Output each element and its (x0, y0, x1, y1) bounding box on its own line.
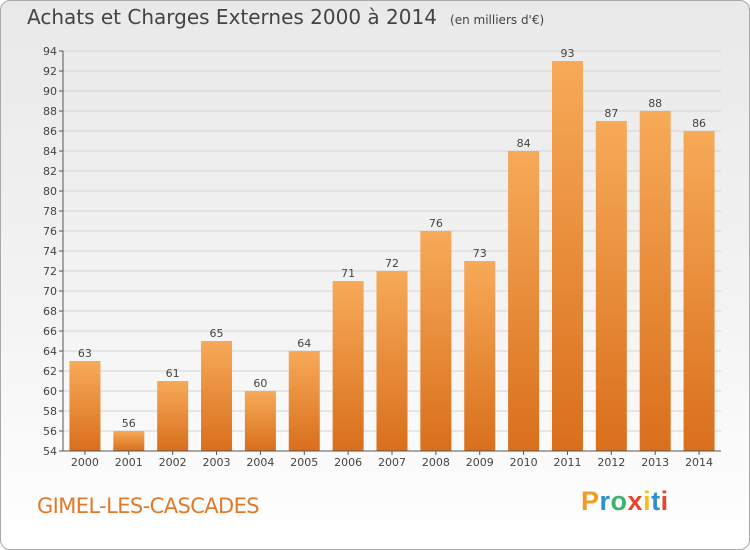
y-tick-label: 68 (43, 305, 57, 318)
logo-letter: i (643, 486, 652, 516)
chart-title-unit: (en milliers d'€) (450, 13, 545, 27)
y-tick-label: 58 (43, 405, 57, 418)
bar (551, 61, 583, 451)
x-tick-label: 2011 (553, 456, 581, 469)
y-tick-label: 92 (43, 65, 57, 78)
logo-letter: r (599, 486, 611, 516)
bar-value-label: 60 (253, 377, 267, 390)
bar-value-label: 84 (517, 137, 531, 150)
bar-value-label: 56 (122, 417, 136, 430)
bar-value-label: 86 (692, 117, 706, 130)
bar (288, 351, 320, 451)
x-tick-label: 2000 (71, 456, 99, 469)
y-tick-label: 80 (43, 185, 57, 198)
bar (244, 391, 276, 451)
x-tick-label: 2002 (159, 456, 187, 469)
bar-value-label: 87 (604, 107, 618, 120)
y-tick-label: 54 (43, 445, 57, 458)
y-tick-label: 72 (43, 265, 57, 278)
y-tick-label: 74 (43, 245, 57, 258)
x-tick-label: 2013 (641, 456, 669, 469)
bar (639, 111, 671, 451)
y-tick-label: 66 (43, 325, 57, 338)
y-tick-label: 70 (43, 285, 57, 298)
bar (113, 431, 145, 451)
x-tick-label: 2012 (597, 456, 625, 469)
bar (683, 131, 715, 451)
bar-value-label: 93 (560, 47, 574, 60)
x-tick-label: 2007 (378, 456, 406, 469)
bar-value-label: 73 (473, 247, 487, 260)
y-tick-label: 64 (43, 345, 57, 358)
chart-title: Achats et Charges Externes 2000 à 2014 (… (27, 5, 544, 29)
y-tick-label: 76 (43, 225, 57, 238)
y-tick-label: 56 (43, 425, 57, 438)
bar-value-label: 88 (648, 97, 662, 110)
y-tick-label: 78 (43, 205, 57, 218)
logo-letter: o (610, 486, 628, 516)
x-tick-label: 2005 (290, 456, 318, 469)
bar (69, 361, 101, 451)
bar (332, 281, 364, 451)
logo-letter: x (627, 486, 644, 516)
bar-value-label: 63 (78, 347, 92, 360)
x-tick-label: 2003 (203, 456, 231, 469)
bars: 63 56 61 65 60 64 71 72 76 73 84 93 87 88 86 (69, 47, 715, 451)
axes: 54 56 58 60 62 64 66 68 70 72 74 76 78 80 82 84 86 88 90 92… (43, 45, 721, 469)
x-tick-label: 2014 (685, 456, 713, 469)
y-tick-label: 86 (43, 125, 57, 138)
bar (201, 341, 233, 451)
bar-value-label: 65 (210, 327, 224, 340)
logo-letter: i (660, 486, 669, 516)
commune-name: GIMEL-LES-CASCADES (37, 494, 260, 518)
bar (595, 121, 627, 451)
bar (376, 271, 408, 451)
bar-value-label: 72 (385, 257, 399, 270)
bar (464, 261, 496, 451)
bar-value-label: 71 (341, 267, 355, 280)
y-tick-label: 60 (43, 385, 57, 398)
x-tick-label: 2009 (466, 456, 494, 469)
y-tick-label: 82 (43, 165, 57, 178)
y-tick-label: 84 (43, 145, 57, 158)
bar (157, 381, 189, 451)
proxiti-logo: Proxiti (581, 486, 669, 517)
y-tick-label: 88 (43, 105, 57, 118)
y-tick-label: 90 (43, 85, 57, 98)
x-tick-label: 2006 (334, 456, 362, 469)
logo-letter: P (581, 486, 600, 516)
bar-value-label: 61 (166, 367, 180, 380)
bar-value-label: 64 (297, 337, 311, 350)
x-tick-label: 2010 (510, 456, 538, 469)
x-tick-label: 2001 (115, 456, 143, 469)
x-tick-label: 2008 (422, 456, 450, 469)
bar (508, 151, 540, 451)
bar-value-label: 76 (429, 217, 443, 230)
y-tick-label: 62 (43, 365, 57, 378)
x-tick-label: 2004 (246, 456, 274, 469)
logo-letter: t (651, 486, 661, 516)
bar (420, 231, 452, 451)
chart-title-main: Achats et Charges Externes 2000 à 2014 (27, 5, 437, 29)
y-tick-label: 94 (43, 45, 57, 58)
